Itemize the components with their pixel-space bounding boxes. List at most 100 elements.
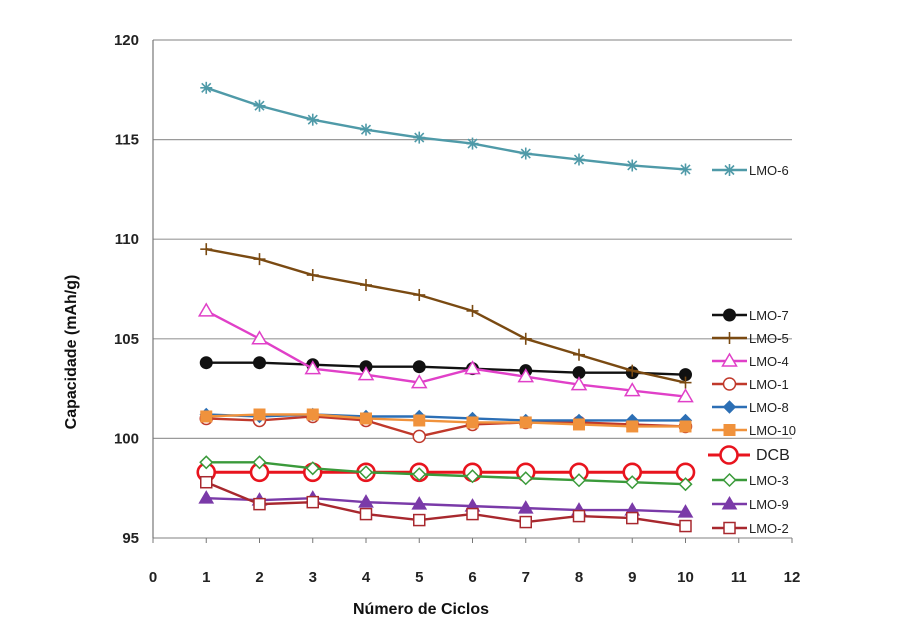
legend-label: LMO-6 [749,163,789,178]
data-point-lmo-10 [253,408,266,421]
data-point-lmo-10 [200,410,213,423]
data-point-lmo-5 [519,332,532,345]
legend-label: LMO-1 [749,377,789,392]
data-point-lmo-5 [360,279,372,292]
series-lmo-5 [200,243,692,389]
data-point-lmo-5 [306,269,319,282]
y-axis: 95 100 105 110 115 120 [114,32,154,547]
data-point-lmo-9 [677,504,694,518]
legend-marker [723,164,736,176]
legend-item-dcb: DCB [708,445,790,465]
data-point-lmo-7 [412,360,426,374]
data-point-lmo-7 [253,356,266,370]
data-point-lmo-9 [517,500,534,514]
series-line-lmo-3 [206,461,686,486]
y-tick-label: 120 [114,32,139,49]
legend-marker [723,521,736,535]
x-tick-label: 0 [149,569,157,586]
data-point-lmo-2 [413,513,426,527]
series-lmo-4 [197,302,694,403]
legend-label: LMO-8 [749,400,789,415]
data-point-lmo-5 [626,364,639,377]
data-point-lmo-6 [573,153,585,166]
legend-marker [723,308,736,322]
legend-label: LMO-2 [749,521,789,536]
data-point-lmo-2 [519,515,532,529]
series-group [196,81,696,533]
data-point-lmo-3 [465,469,480,484]
data-point-lmo-5 [573,348,585,361]
data-point-lmo-5 [413,288,426,301]
data-point-lmo-5 [253,253,266,266]
x-tick-label: 9 [628,569,636,586]
data-point-lmo-4 [464,360,481,375]
data-point-lmo-3 [305,461,320,476]
data-point-lmo-4 [251,330,268,345]
x-axis: 0 1 2 3 4 5 6 7 8 9 10 11 12 [149,538,800,586]
legend-marker [722,472,737,488]
data-point-lmo-2 [466,507,479,521]
x-tick-label: 5 [415,569,423,586]
data-point-lmo-9 [358,494,374,508]
legend-item-lmo-4: LMO-4 [712,352,789,369]
series-lmo-2 [200,475,692,533]
x-tick-label: 1 [202,569,210,586]
legend-item-lmo-6: LMO-6 [712,163,789,178]
data-point-lmo-10 [306,408,319,421]
data-point-lmo-4 [304,360,322,375]
series-line-lmo-7 [206,361,686,376]
legend-label: LMO-7 [749,308,789,323]
x-tick-label: 2 [255,569,263,586]
data-point-lmo-7 [199,356,213,370]
data-point-lmo-4 [197,302,215,317]
x-axis-title: Número de Ciclos [353,601,489,618]
series-lmo-6 [200,81,692,176]
legend-marker [722,400,737,414]
series-line-lmo-9 [206,496,686,514]
data-point-lmo-3 [518,471,533,486]
y-tick-label: 105 [114,331,139,348]
data-point-lmo-10 [360,412,372,425]
data-point-lmo-4 [623,382,641,397]
x-tick-label: 8 [575,569,583,586]
legend: LMO-6 LMO-7 LMO-5 LMO-4 LMO-1 LMO-8 LMO-10 DCB L… [708,163,796,536]
data-point-lmo-6 [306,113,319,126]
series-line-lmo-6 [205,86,686,171]
series-lmo-7 [199,356,692,382]
series-line-lmo-10 [206,413,686,428]
data-point-lmo-4 [410,374,428,389]
legend-marker [722,377,737,391]
x-tick-label: 7 [522,569,530,586]
x-tick-label: 3 [309,569,317,586]
legend-marker [721,496,738,510]
data-point-lmo-9 [198,490,215,504]
data-point-lmo-2 [253,497,266,511]
data-point-lmo-10 [413,414,426,427]
data-point-lmo-5 [200,243,213,256]
y-tick-label: 115 [115,132,139,149]
data-point-lmo-5 [679,376,692,389]
data-point-lmo-9 [411,496,428,510]
series-line-lmo-5 [206,247,686,384]
legend-label: DCB [756,447,790,464]
legend-marker [723,332,736,344]
data-point-lmo-4 [570,376,588,391]
data-point-lmo-1 [412,429,426,444]
legend-marker [719,445,739,465]
legend-item-lmo-7: LMO-7 [712,308,789,323]
series-line-lmo-2 [205,481,686,528]
data-point-lmo-10 [679,420,692,433]
legend-marker [721,352,738,367]
data-point-lmo-4 [357,366,375,381]
data-point-lmo-4 [677,388,694,403]
data-point-lmo-2 [359,507,373,521]
data-point-lmo-5 [466,304,479,317]
y-tick-label: 95 [122,530,139,547]
data-point-lmo-3 [358,465,374,480]
legend-item-lmo-2: LMO-2 [712,521,789,536]
series-line-lmo-1 [206,415,686,438]
legend-label: LMO-5 [749,331,789,346]
data-point-lmo-6 [413,131,426,144]
legend-item-lmo-3: LMO-3 [712,472,789,488]
